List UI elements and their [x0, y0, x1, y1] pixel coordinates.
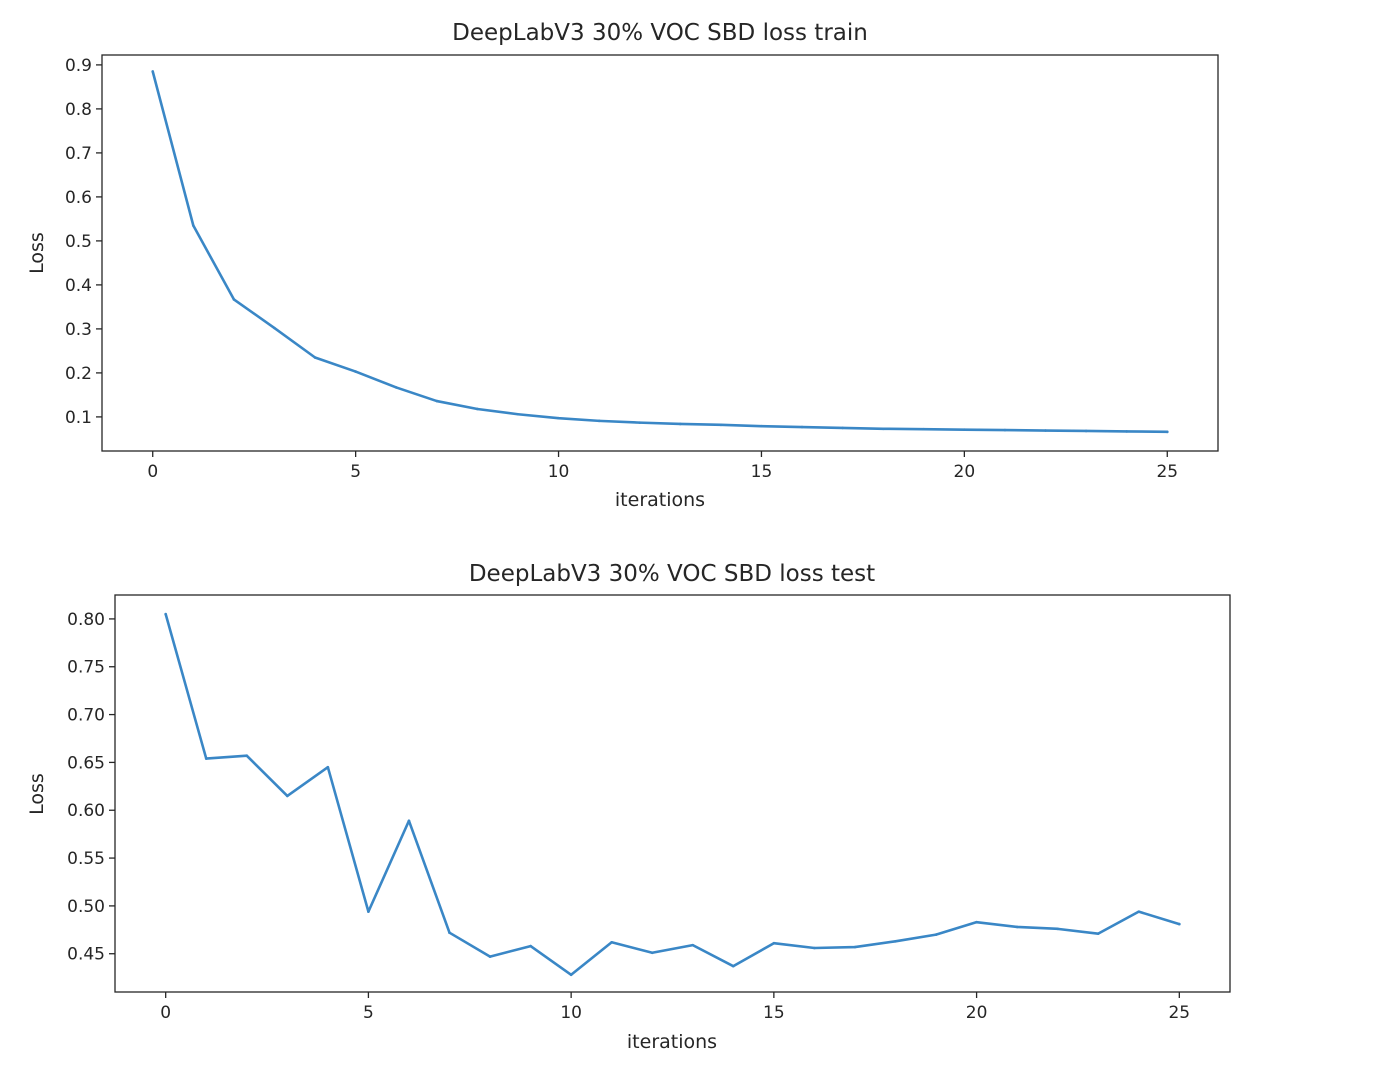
- data-point: [557, 416, 560, 420]
- data-point: [326, 765, 330, 769]
- data-point: [394, 386, 398, 389]
- x-tick-label: 15: [751, 462, 773, 482]
- axis-ticks: 0 5 10 15 20 25 0.1 0.2 0.3 0.4 0.5 0.6 0.7 0.8 0.9: [65, 56, 1178, 482]
- chart-title: DeepLabV3 30% VOC SBD loss train: [452, 20, 868, 46]
- data-point: [516, 412, 520, 416]
- x-axis-label: iterations: [627, 1031, 717, 1053]
- data-point: [1044, 429, 1047, 432]
- data-point: [963, 428, 966, 431]
- y-tick-label: 0.60: [67, 801, 105, 821]
- series-layer: [151, 70, 1169, 434]
- y-tick-label: 0.4: [65, 276, 92, 296]
- x-tick-label: 15: [763, 1003, 785, 1023]
- data-point: [204, 757, 208, 760]
- x-tick-label: 25: [1156, 462, 1178, 482]
- y-tick-label: 0.3: [65, 320, 92, 340]
- loss-series-line: [151, 70, 1169, 434]
- data-point: [650, 951, 654, 955]
- data-point: [813, 946, 816, 950]
- x-tick-label: 10: [560, 1003, 582, 1023]
- y-tick-label: 0.5: [65, 232, 92, 252]
- data-point: [800, 425, 804, 429]
- data-point: [678, 422, 682, 426]
- y-tick-label: 0.80: [67, 610, 105, 630]
- y-tick-label: 0.70: [67, 706, 105, 726]
- data-point: [1125, 430, 1128, 433]
- x-tick-label: 5: [350, 462, 361, 482]
- data-point: [760, 424, 763, 428]
- x-tick-label: 10: [548, 462, 570, 482]
- x-tick-label: 0: [160, 1003, 171, 1023]
- x-tick-label: 5: [363, 1003, 374, 1023]
- data-point: [881, 427, 885, 431]
- data-point: [1165, 430, 1169, 434]
- series-layer: [164, 612, 1181, 977]
- y-tick-label: 0.1: [65, 408, 92, 428]
- plot-frame: [101, 54, 1219, 452]
- data-point: [529, 944, 532, 948]
- data-point: [1084, 429, 1088, 433]
- y-tick-label: 0.7: [65, 144, 92, 164]
- y-tick-label: 0.50: [67, 897, 105, 917]
- data-point: [853, 945, 857, 949]
- data-point: [691, 943, 695, 947]
- data-point: [569, 973, 573, 977]
- data-point: [638, 421, 642, 424]
- data-point: [1056, 927, 1059, 931]
- data-point: [273, 326, 276, 330]
- data-point: [719, 423, 723, 427]
- x-tick-label: 20: [966, 1003, 988, 1023]
- loss-series-line: [164, 612, 1181, 977]
- data-point: [841, 426, 844, 430]
- axis-ticks: 0 5 10 15 20 25 0.45 0.50 0.55 0.60 0.65 0.70 0.75 0.…: [67, 610, 1190, 1023]
- data-point: [435, 399, 439, 403]
- test-loss-chart: DeepLabV3 30% VOC SBD loss test 0 5 10 15 20…: [26, 561, 1231, 1053]
- data-point: [732, 964, 735, 968]
- data-point: [975, 920, 978, 924]
- data-point: [597, 419, 601, 423]
- data-point: [354, 370, 357, 373]
- y-tick-label: 0.55: [67, 849, 105, 869]
- data-point: [232, 298, 236, 301]
- y-tick-label: 0.65: [67, 753, 105, 773]
- data-point: [1096, 932, 1100, 935]
- data-point: [192, 224, 195, 227]
- y-tick-label: 0.8: [65, 100, 92, 120]
- data-point: [1137, 910, 1141, 913]
- y-axis-label: Loss: [26, 773, 48, 815]
- plot-frame: [114, 594, 1231, 993]
- train-loss-chart: DeepLabV3 30% VOC SBD loss train 0 5 10 15 2…: [26, 20, 1219, 511]
- y-tick-label: 0.75: [67, 658, 105, 678]
- data-point: [245, 754, 249, 758]
- data-point: [610, 940, 613, 944]
- y-tick-label: 0.2: [65, 364, 92, 384]
- y-tick-label: 0.45: [67, 945, 105, 965]
- y-tick-label: 0.6: [65, 188, 92, 208]
- chart-title: DeepLabV3 30% VOC SBD loss test: [469, 561, 875, 587]
- data-point: [286, 794, 289, 798]
- data-point: [1003, 428, 1007, 432]
- x-tick-label: 25: [1168, 1003, 1190, 1023]
- data-point: [772, 941, 776, 945]
- x-tick-label: 0: [147, 462, 158, 482]
- y-axis-label: Loss: [26, 232, 48, 274]
- data-point: [407, 819, 411, 823]
- x-axis-label: iterations: [615, 489, 705, 511]
- data-point: [367, 910, 370, 913]
- data-point: [1015, 925, 1019, 929]
- data-point: [151, 70, 155, 73]
- data-point: [1178, 922, 1181, 926]
- data-point: [476, 407, 479, 411]
- data-point: [448, 931, 451, 934]
- data-point: [488, 955, 492, 958]
- data-point: [934, 933, 938, 936]
- x-tick-label: 20: [954, 462, 976, 482]
- data-point: [313, 356, 317, 359]
- data-point: [894, 940, 897, 943]
- data-point: [164, 612, 167, 616]
- y-tick-label: 0.9: [65, 56, 92, 76]
- data-point: [922, 427, 926, 431]
